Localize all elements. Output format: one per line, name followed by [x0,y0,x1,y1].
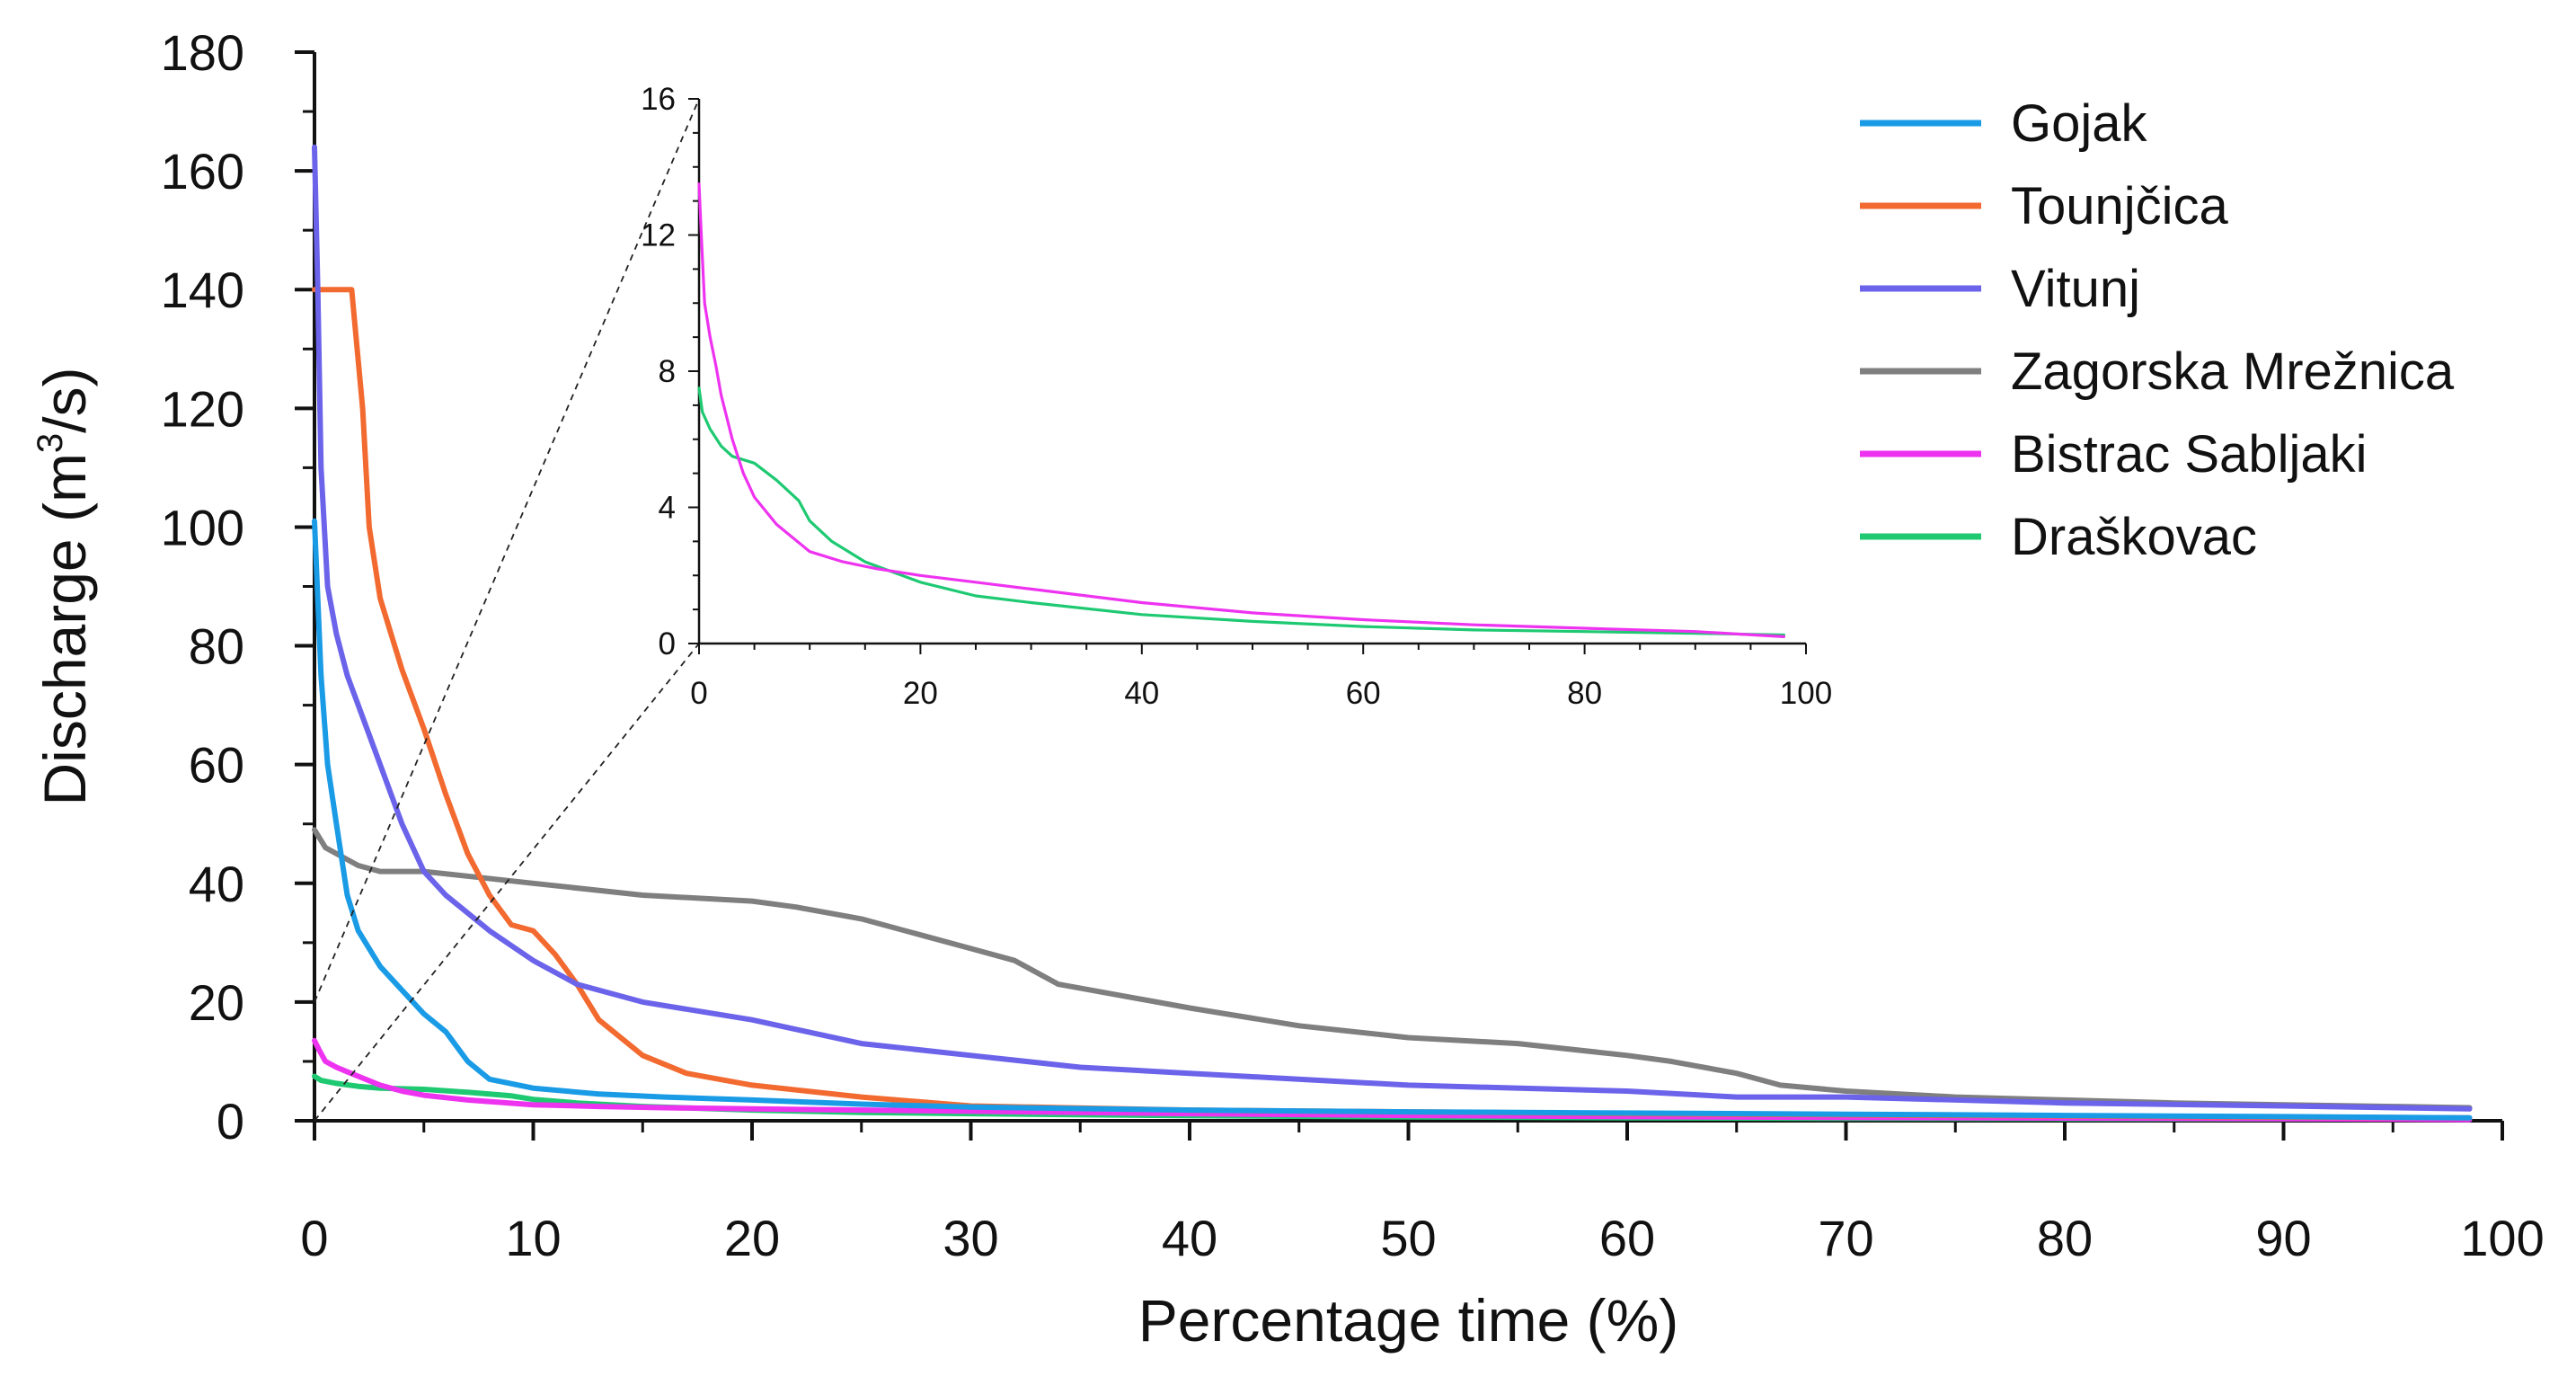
main-x-axis-label: Percentage time (%) [1138,1287,1679,1354]
legend-label-draskovac: Draškovac [2011,508,2257,566]
main-x-tick-label: 20 [724,1210,780,1266]
inset-background [699,99,1806,644]
main-series-line-vitunj [312,144,2473,1112]
main-y-tick-label: 100 [161,499,244,555]
inset-y-tick-label: 8 [659,354,676,389]
main-x-tick-label: 0 [300,1210,328,1266]
inset-y-tick-label: 12 [641,218,676,253]
legend-label-tounjcica: Tounjčica [2011,177,2229,235]
inset-x-tick-label: 0 [690,676,707,711]
main-x-tick-label: 50 [1380,1210,1436,1266]
inset-x-tick-label: 80 [1567,676,1602,711]
main-y-tick-label: 160 [161,143,244,200]
legend-label-zagorska-mreznica: Zagorska Mrežnica [2011,342,2455,401]
main-y-axis-label: Discharge (m3/s) [31,367,98,805]
inset-y-tick-label: 0 [659,626,676,661]
main-y-tick-label: 20 [189,974,244,1031]
inset-x-tick-label: 40 [1124,676,1159,711]
main-y-axis-label-superscript: 3 [31,433,70,453]
zoom-guide-line-lower [314,643,700,1122]
inset-x-tick-label: 100 [1780,676,1832,711]
main-y-tick-label: 80 [189,618,244,675]
main-y-tick-label: 180 [161,24,244,81]
main-x-tick-label: 40 [1162,1210,1217,1266]
main-x-tick-label: 60 [1599,1210,1655,1266]
main-y-tick-label: 140 [161,262,244,318]
inset-plot: 0 20 40 60 80 100 0 4 8 12 16 [641,82,1832,711]
inset-y-tick-label: 4 [659,491,676,526]
main-x-tick-label: 100 [2460,1210,2544,1266]
main-y-tick-label: 120 [161,380,244,437]
zoom-guides [314,98,700,1122]
main-y-tick-label: 40 [189,856,244,912]
legend-label-gojak: Gojak [2011,94,2148,153]
main-series-line-bistrac-sabljaki [312,1037,2473,1123]
main-series-line-gojak [312,518,2473,1121]
main-x-tick-label: 70 [1818,1210,1873,1266]
inset-y-tick-label: 16 [641,82,676,117]
inset-series-line-bistrac-sabljaki [697,182,1785,638]
main-series-line-zagorska-mreznica [312,827,2473,1111]
main-x-tick-label: 10 [505,1210,561,1266]
inset-x-tick-label: 20 [903,676,938,711]
main-plot: 0 10 20 30 40 50 60 70 80 90 100020406080100120140… [31,24,2545,1354]
inset-series-line-draskovac [697,386,1785,637]
main-y-tick-label: 60 [189,737,244,794]
legend-label-vitunj: Vitunj [2011,260,2140,318]
main-y-tick-label: 0 [217,1093,244,1150]
inset-x-tick-label: 60 [1346,676,1381,711]
main-y-axis-label-part: Discharge (m [31,453,98,805]
main-x-tick-label: 80 [2037,1210,2093,1266]
zoom-guide-line-upper [314,98,700,1003]
main-y-axis-label-part: /s) [31,367,98,432]
legend-label-bistrac-sabljaki: Bistrac Sabljaki [2011,425,2367,484]
main-x-tick-label: 30 [943,1210,998,1266]
legend: Gojak Tounjčica Vitunj Zagorska Mrežnica Bis… [1860,94,2455,566]
main-x-tick-label: 90 [2255,1210,2311,1266]
